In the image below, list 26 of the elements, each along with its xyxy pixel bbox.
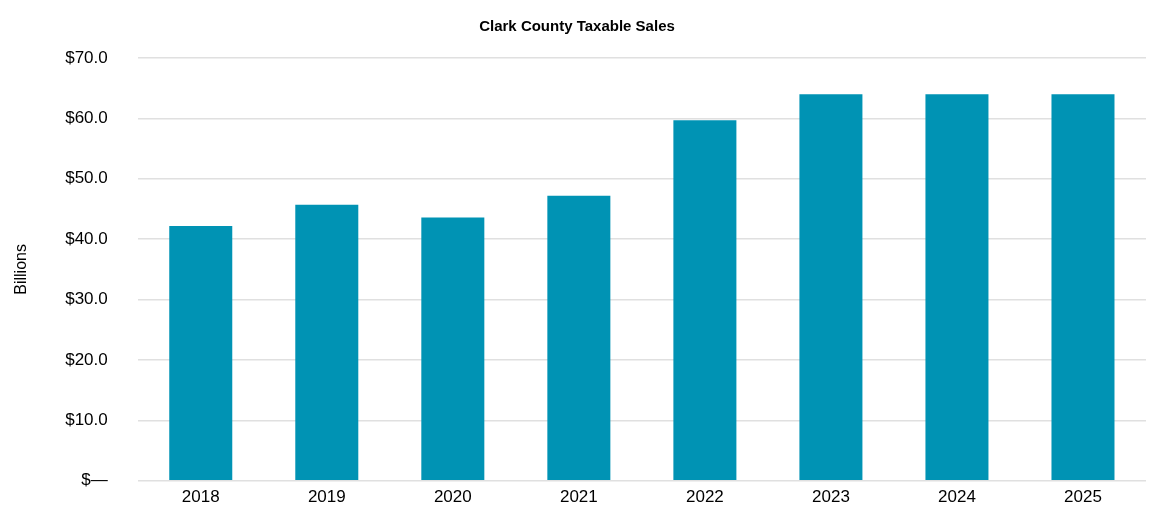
x-tick-label: 2023 — [812, 486, 850, 506]
x-tick-label: 2021 — [559, 486, 598, 506]
bar — [547, 195, 611, 481]
y-tick-label: $10.0 — [65, 410, 108, 430]
bar — [925, 94, 989, 481]
x-tick-label: 2025 — [1064, 486, 1102, 506]
y-tick-label: $40.0 — [65, 228, 108, 248]
bar — [295, 204, 359, 481]
bar — [169, 225, 233, 481]
y-tick-label: $70.0 — [65, 47, 108, 67]
bar — [1051, 94, 1115, 481]
y-tick-label: $— — [81, 470, 108, 490]
bar — [421, 217, 485, 481]
x-tick-label: 2019 — [307, 486, 346, 506]
y-axis-title: Billions — [12, 244, 30, 295]
y-tick-label: $30.0 — [65, 289, 108, 309]
x-tick-label: 2020 — [433, 486, 472, 506]
y-tick-label: $20.0 — [65, 349, 108, 369]
x-tick-label: 2018 — [181, 486, 220, 506]
x-tick-label: 2024 — [938, 486, 976, 506]
y-tick-label: $50.0 — [65, 168, 108, 188]
chart-title: Clark County Taxable Sales — [479, 17, 675, 35]
x-tick-label: 2022 — [685, 486, 724, 506]
bar — [673, 120, 737, 481]
y-tick-label: $60.0 — [65, 108, 108, 128]
bar — [799, 94, 863, 481]
